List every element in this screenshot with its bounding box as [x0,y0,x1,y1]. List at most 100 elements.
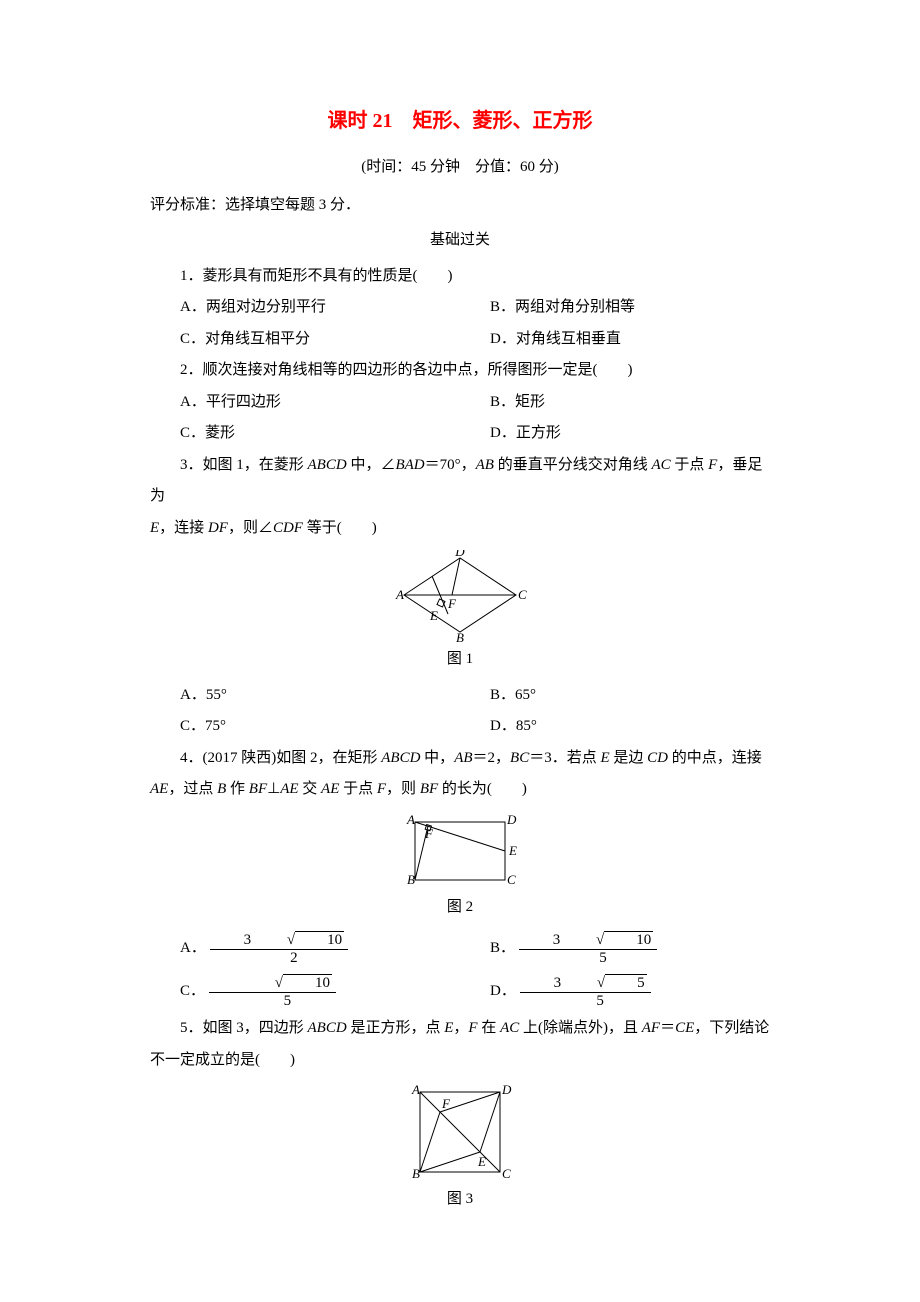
q5-t6: ＝ [660,1020,675,1036]
q4-stem: 4．(2017 陕西)如图 2，在矩形 ABCD 中，AB＝2，BC＝3．若点 … [150,743,770,775]
q4-ABCD: ABCD [381,750,420,766]
q4-optA: A． 3 √10 2 [150,927,460,970]
q5-t1: 5．如图 3，四边形 [180,1020,308,1036]
num-a: 3 [553,932,561,948]
q5-figure: A D B C F E [150,1082,770,1182]
q4-t2: 中， [420,750,454,766]
sqrt-icon: √10 [255,931,344,949]
q3-t4: 的垂直平分线交对角线 [494,457,652,473]
fraction: 3 √5 5 [520,974,651,1009]
q1-optD: D．对角线互相垂直 [460,324,770,356]
svg-text:A: A [406,812,415,827]
q3-t5: 于点 [671,457,709,473]
page-title: 课时 21 矩形、菱形、正方形 [150,100,770,142]
q4-CD: CD [647,750,668,766]
q4-optB: B． 3 √10 5 [460,927,770,970]
q4-E: E [600,750,609,766]
svg-text:A: A [411,1082,420,1097]
q5-ABCD: ABCD [308,1020,347,1036]
q3-optA: A．55° [150,680,460,712]
svg-text:E: E [477,1154,486,1169]
radicand: 10 [283,974,332,992]
q2-optC: C．菱形 [150,418,460,450]
svg-text:C: C [518,587,527,602]
svg-text:C: C [502,1166,511,1181]
q4-t3: ＝2， [473,750,511,766]
q3-CDF: CDF [273,520,303,536]
q3-t2: 中，∠ [347,457,396,473]
q2-optD: D．正方形 [460,418,770,450]
q4-optD: D． 3 √5 5 [460,970,770,1013]
svg-text:A: A [395,587,404,602]
q2-stem: 2．顺次连接对角线相等的四边形的各边中点，所得图形一定是( ) [150,355,770,387]
fraction: 3 √10 5 [519,931,657,966]
q2-options: A．平行四边形 B．矩形 C．菱形 D．正方形 [150,387,770,450]
q5-AC: AC [500,1020,519,1036]
q4-AE3: AE [321,781,339,797]
q4-optC: C． √10 5 [150,970,460,1013]
q4-AE2: AE [280,781,298,797]
q4-BC: BC [510,750,529,766]
q4-optB-pre: B． [490,940,515,956]
q3-figcap: 图 1 [150,644,770,676]
num-a: 3 [554,975,562,991]
q5-t5: 上(除端点外)，且 [519,1020,642,1036]
q4-BF: BF [249,781,267,797]
den: 5 [520,993,651,1010]
q3-DF: DF [208,520,228,536]
q5-E: E [444,1020,453,1036]
q4-t12: ，则 [386,781,420,797]
rectangle-diagram-icon: A D B C E F [395,812,525,890]
q3-options: A．55° B．65° C．75° D．85° [150,680,770,743]
q3-F: F [708,457,717,473]
q3-E: E [150,520,159,536]
q3-figure: D A C B E F [150,550,770,642]
q4-t1: 4．(2017 陕西)如图 2，在矩形 [180,750,381,766]
q4-AB: AB [454,750,472,766]
q5-figcap: 图 3 [150,1184,770,1216]
q5-CE: CE [675,1020,694,1036]
den: 5 [519,950,657,967]
svg-text:B: B [407,872,415,887]
q2-optA: A．平行四边形 [150,387,460,419]
q3-t9: 等于( ) [303,520,377,536]
den: 5 [209,993,336,1010]
radicand: 10 [295,931,344,949]
q4-options: A． 3 √10 2 B． 3 √10 5 C． √10 5 D． 3 √5 [150,927,770,1013]
q3-stem-cont: E，连接 DF，则∠CDF 等于( ) [150,513,770,545]
q4-AE: AE [150,781,168,797]
q4-B: B [217,781,226,797]
svg-text:D: D [454,550,465,559]
radicand: 10 [604,931,653,949]
q1-optB: B．两组对角分别相等 [460,292,770,324]
q3-BAD: BAD [395,457,424,473]
fraction: 3 √10 2 [210,931,348,966]
sqrt-icon: √10 [564,931,653,949]
q5-F: F [468,1020,477,1036]
rubric: 评分标准：选择填空每题 3 分． [150,190,770,222]
sqrt-icon: √10 [243,974,332,992]
q3-stem: 3．如图 1，在菱形 ABCD 中，∠BAD＝70°，AB 的垂直平分线交对角线… [150,450,770,513]
svg-text:F: F [441,1096,451,1111]
q3-t3: ＝70°， [425,457,476,473]
q4-optA-pre: A． [180,940,206,956]
section-head: 基础过关 [150,225,770,257]
q5-stem: 5．如图 3，四边形 ABCD 是正方形，点 E，F 在 AC 上(除端点外)，… [150,1013,770,1076]
q1-options: A．两组对边分别平行 B．两组对角分别相等 C．对角线互相平分 D．对角线互相垂… [150,292,770,355]
q3-ABCD: ABCD [308,457,347,473]
q4-stem-cont: AE，过点 B 作 BF⊥AE 交 AE 于点 F，则 BF 的长为( ) [150,774,770,806]
q3-t7: ，连接 [159,520,208,536]
svg-text:E: E [508,843,517,858]
q4-optD-pre: D． [490,983,516,999]
q4-t6: 的中点，连接 [668,750,762,766]
svg-text:E: E [429,608,438,623]
q4-t9: ⊥ [267,781,280,797]
q4-t8: 作 [226,781,249,797]
svg-text:C: C [507,872,516,887]
q1-optA: A．两组对边分别平行 [150,292,460,324]
q3-AB: AB [476,457,494,473]
q4-BF2: BF [420,781,438,797]
square-diagram-icon: A D B C F E [400,1082,520,1182]
rhombus-diagram-icon: D A C B E F [390,550,530,642]
svg-text:F: F [447,596,457,611]
